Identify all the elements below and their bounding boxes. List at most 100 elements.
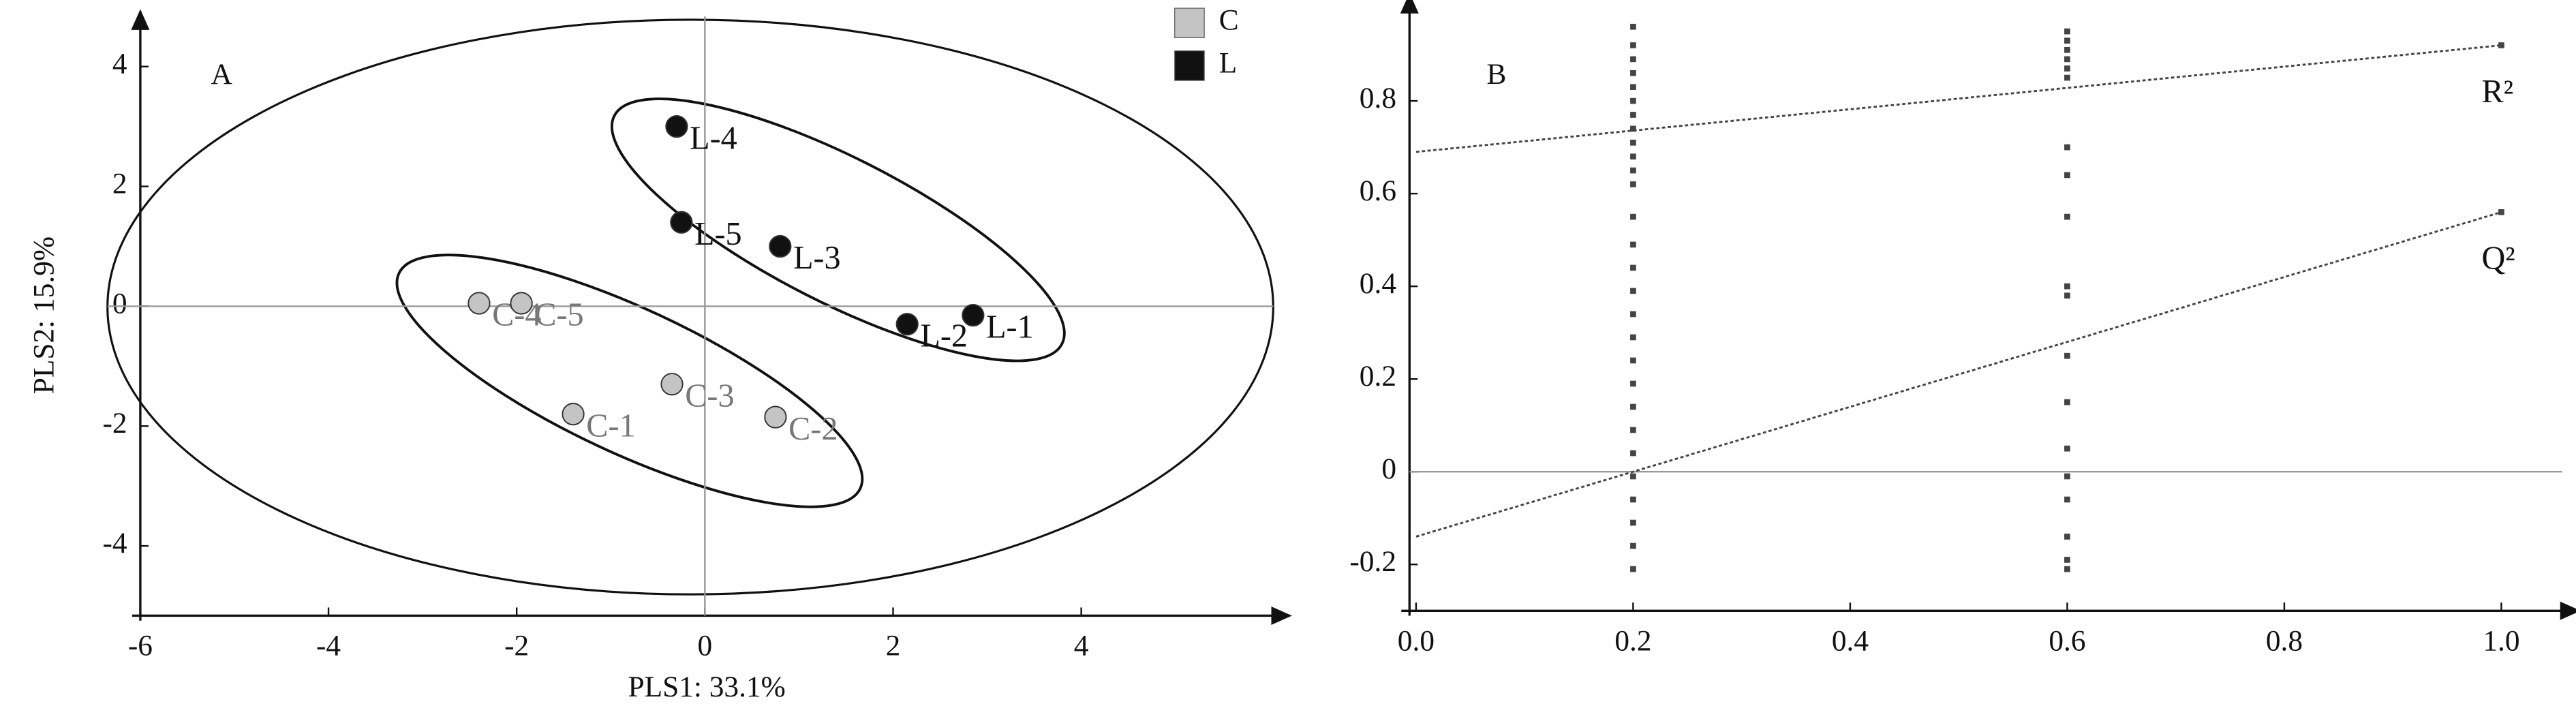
point bbox=[764, 405, 787, 429]
point bbox=[1630, 125, 1636, 132]
x-tick-label: 0.4 bbox=[1832, 624, 1869, 657]
y-tick-label: 0.8 bbox=[1360, 82, 1396, 114]
point bbox=[2064, 65, 2070, 72]
series-label: R² bbox=[2482, 74, 2514, 110]
y-tick-label: 0 bbox=[1381, 452, 1396, 485]
point bbox=[2064, 37, 2070, 44]
point-label: C-2 bbox=[788, 411, 838, 447]
y-tick-label: 0.4 bbox=[1360, 267, 1396, 300]
point-label: L-2 bbox=[920, 318, 968, 354]
point bbox=[1630, 519, 1636, 526]
point bbox=[895, 313, 919, 336]
y-tick-label: 0.6 bbox=[1360, 174, 1396, 207]
x-tick-label: -6 bbox=[128, 630, 153, 662]
point bbox=[1630, 311, 1636, 318]
x-tick-label: 2 bbox=[886, 630, 901, 662]
point-label: C-5 bbox=[534, 297, 583, 333]
point bbox=[1630, 264, 1636, 271]
point bbox=[769, 234, 792, 258]
point bbox=[467, 292, 491, 315]
point bbox=[2064, 473, 2070, 480]
point bbox=[1630, 496, 1636, 503]
legend-swatch bbox=[1174, 7, 1205, 39]
point bbox=[2064, 399, 2070, 405]
point bbox=[2498, 209, 2504, 215]
point bbox=[1630, 56, 1636, 63]
point bbox=[2064, 557, 2070, 563]
point bbox=[1630, 167, 1636, 174]
point-label: L-4 bbox=[690, 120, 737, 156]
point bbox=[2064, 144, 2070, 151]
point bbox=[660, 373, 684, 396]
point bbox=[2064, 445, 2070, 452]
x-tick-label: 0.0 bbox=[1398, 624, 1435, 657]
point bbox=[1630, 213, 1636, 220]
point bbox=[1630, 97, 1636, 104]
x-tick-label: 4 bbox=[1074, 630, 1089, 662]
point bbox=[2064, 56, 2070, 63]
point bbox=[2064, 213, 2070, 220]
point bbox=[2064, 566, 2070, 572]
point bbox=[1630, 380, 1636, 387]
point-label: L-1 bbox=[986, 309, 1034, 345]
y-tick-label: 4 bbox=[112, 48, 127, 80]
point bbox=[1630, 473, 1636, 480]
point bbox=[1630, 42, 1636, 48]
point bbox=[510, 292, 533, 315]
y-tick-label: 0 bbox=[112, 287, 127, 320]
point bbox=[2064, 292, 2070, 299]
series-label: Q² bbox=[2482, 241, 2515, 277]
point bbox=[1630, 84, 1636, 91]
point bbox=[2064, 28, 2070, 35]
panel-label: A bbox=[211, 58, 232, 91]
point bbox=[1630, 288, 1636, 294]
regression-line bbox=[1415, 211, 2502, 538]
point-label: C-1 bbox=[586, 408, 635, 444]
point-label: L-5 bbox=[694, 216, 742, 252]
point bbox=[2064, 534, 2070, 540]
point bbox=[1630, 357, 1636, 364]
point bbox=[670, 211, 693, 234]
x-tick-label: 0.2 bbox=[1614, 624, 1651, 657]
point bbox=[2064, 496, 2070, 503]
point bbox=[665, 114, 688, 138]
x-tick-label: 1.0 bbox=[2483, 624, 2519, 657]
x-tick-label: -4 bbox=[316, 630, 341, 662]
point bbox=[2064, 74, 2070, 81]
legend-swatch bbox=[1174, 50, 1205, 81]
point bbox=[1630, 241, 1636, 248]
y-tick-label: 0.2 bbox=[1360, 360, 1396, 393]
point bbox=[2064, 46, 2070, 53]
legend-label: C bbox=[1219, 4, 1239, 37]
y-tick-label: -4 bbox=[102, 527, 127, 559]
regression-line bbox=[1415, 44, 2502, 153]
point bbox=[962, 303, 985, 327]
point bbox=[1630, 70, 1636, 76]
point bbox=[1630, 427, 1636, 433]
point bbox=[1630, 334, 1636, 341]
group-ellipse bbox=[610, 97, 1066, 363]
point bbox=[1630, 112, 1636, 118]
group-ellipse bbox=[395, 254, 864, 508]
point bbox=[1630, 566, 1636, 572]
point bbox=[1630, 450, 1636, 457]
y-tick-label: -0.2 bbox=[1349, 545, 1396, 578]
point bbox=[2064, 352, 2070, 359]
point bbox=[1630, 139, 1636, 146]
point bbox=[2064, 172, 2070, 179]
legend-label: L bbox=[1219, 46, 1238, 79]
point bbox=[2064, 283, 2070, 290]
point bbox=[562, 403, 585, 426]
point bbox=[2498, 42, 2504, 48]
x-axis-label: PLS1: 33.1% bbox=[628, 671, 785, 703]
point bbox=[1630, 403, 1636, 410]
point-label: L-3 bbox=[793, 240, 841, 276]
panel-label: B bbox=[1487, 58, 1507, 91]
x-tick-label: 0.8 bbox=[2266, 624, 2303, 657]
point bbox=[1630, 153, 1636, 160]
x-tick-label: 0.6 bbox=[2049, 624, 2085, 657]
y-axis-label: PLS2: 15.9% bbox=[28, 236, 61, 394]
x-tick-label: 0 bbox=[698, 630, 713, 662]
